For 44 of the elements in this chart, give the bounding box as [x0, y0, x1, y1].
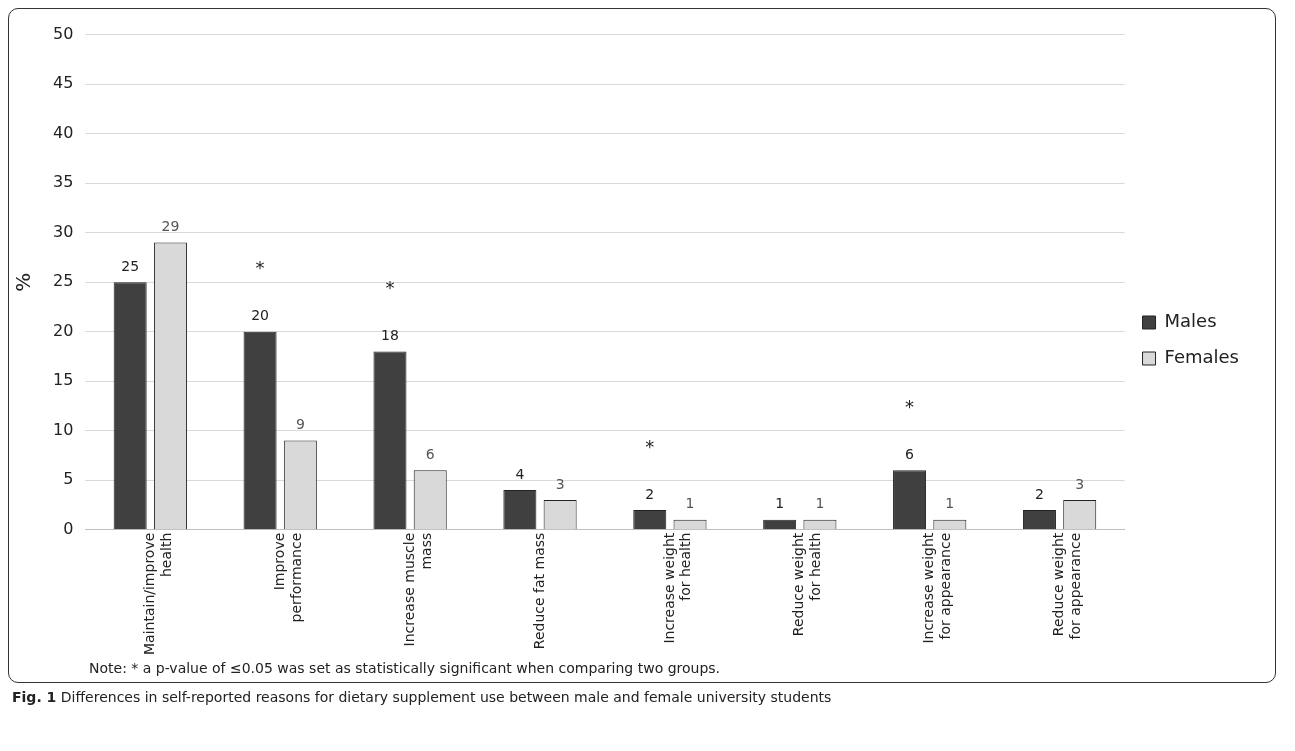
data-label: 18: [381, 327, 399, 344]
y-tick-label: 50: [53, 23, 74, 43]
data-label: 6: [905, 445, 915, 462]
y-tick-label: 25: [53, 271, 74, 291]
annotation: *: [255, 257, 265, 279]
annotation: *: [645, 435, 655, 457]
y-tick-label: 20: [53, 320, 74, 340]
y-tick-label: 35: [53, 172, 74, 192]
data-label: 1: [775, 495, 785, 512]
y-tick-label: 0: [63, 518, 74, 538]
x-tick-label: Increase weight for health: [660, 532, 694, 644]
annotation: *: [385, 277, 395, 299]
data-label: 3: [555, 475, 565, 492]
y-tick-label: 5: [63, 469, 74, 489]
x-tick-label: Reduce fat mass: [530, 532, 547, 650]
x-tick-label: Maintain/improve health: [140, 532, 174, 655]
legend-label: Females: [1164, 346, 1240, 368]
y-tick-label: 15: [53, 370, 74, 390]
legend-label: Males: [1164, 310, 1217, 332]
annotation: *: [905, 395, 915, 417]
data-label: 4: [515, 465, 525, 482]
text: Note: * a p-value of ≤0.05 was set as statistically significant when comparing two groups.: [89, 660, 722, 676]
data-label: 1: [685, 495, 695, 512]
x-tick-label: Reduce weight for health: [790, 532, 824, 637]
data-label: 6: [425, 445, 435, 462]
x-tick-label: Increase muscle mass: [400, 532, 434, 647]
data-label: 29: [161, 218, 180, 235]
data-label: 25: [121, 257, 140, 274]
caption: Fig. 1 Differences in self-reported reasons for dietary supplement use between male and female university students: [12, 689, 833, 705]
data-label: 1: [815, 495, 825, 512]
y-tick-label: 30: [53, 221, 74, 241]
y-axis-title: %: [11, 272, 36, 292]
y-tick-label: 10: [53, 419, 74, 439]
x-tick-label: Improve performance: [270, 532, 304, 623]
data-label: 20: [251, 307, 269, 324]
data-label: 3: [1075, 475, 1085, 492]
y-tick-label: 45: [53, 73, 74, 93]
y-tick-label: 40: [53, 122, 74, 142]
data-label: 2: [1035, 485, 1044, 502]
x-tick-label: Reduce weight for appearance: [1050, 532, 1084, 640]
data-label: 1: [945, 495, 955, 512]
x-tick-label: Increase weight for appearance: [920, 532, 954, 644]
data-label: 9: [295, 416, 305, 433]
data-label: 2: [645, 485, 655, 502]
